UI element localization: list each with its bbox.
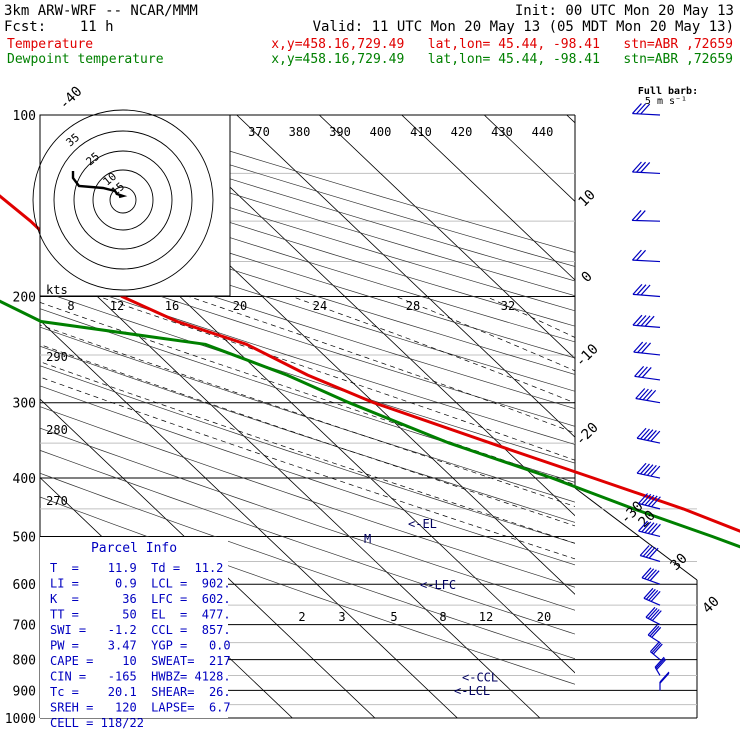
dewpoint-profile <box>0 299 740 549</box>
wind-barb <box>636 427 661 444</box>
parcel-info-row: Tc = 20.1 SHEAR= 26. <box>50 685 231 699</box>
wind-barb <box>631 161 661 175</box>
hodograph-trace <box>71 171 128 199</box>
pressure-tick-label: 500 <box>13 530 36 545</box>
skew-temperature-label: -50 <box>0 84 3 113</box>
mixing-ratio-lower-label: 8 <box>439 610 446 624</box>
mixing-ratio-lower-label: 12 <box>479 610 493 624</box>
wind-barb <box>638 520 661 538</box>
skew-temperature-label: 30 <box>668 551 691 574</box>
skew-temperature-label: 40 <box>700 594 723 617</box>
wind-barb <box>645 606 662 626</box>
sounding-annotation: M <box>364 532 371 546</box>
theta-label: 390 <box>329 125 351 139</box>
wind-barb-key-line2: 5 m s⁻¹ <box>645 96 687 107</box>
dewpoint-legend-info: x,y=458.16,729.49 lat,lon= 45.44, -98.41… <box>271 52 733 67</box>
wind-barb <box>636 462 661 479</box>
mixing-ratio-label: 12 <box>110 299 124 313</box>
parcel-info-row: CIN = -165 HWBZ= 4128. <box>50 670 231 684</box>
skew-temperature-label: -10 <box>573 341 602 370</box>
wind-barb <box>641 567 661 585</box>
skew-temperature-label: -20 <box>573 420 602 449</box>
skew-temperature-label: 0 <box>579 269 596 286</box>
parcel-info-row: SREH = 120 LAPSE= 6.7 <box>50 701 231 715</box>
init-time: Init: 00 UTC Mon 20 May 13 <box>515 3 734 19</box>
sounding-annotation: <-EL <box>408 517 437 531</box>
temperature-legend-label: Temperature <box>7 37 93 52</box>
theta-label: 400 <box>370 125 392 139</box>
parcel-info-title: Parcel Info <box>91 541 177 556</box>
wind-barb <box>647 624 662 644</box>
parcel-info-row: SWI = -1.2 CCL = 857. <box>50 623 231 637</box>
pressure-tick-label: 600 <box>13 578 36 593</box>
theta-label: 440 <box>532 125 554 139</box>
pressure-tick-label: 700 <box>13 619 36 634</box>
wind-barb <box>631 103 661 116</box>
isopleths <box>40 115 575 718</box>
mixing-ratio-lower-label: 20 <box>537 610 551 624</box>
wind-barb <box>635 388 661 404</box>
pressure-tick-label: 200 <box>13 291 36 306</box>
mixing-ratio-lower-label: 5 <box>390 610 397 624</box>
mixing-ratio-label: 24 <box>313 299 327 313</box>
valid-time: Valid: 11 UTC Mon 20 May 13 (05 MDT Mon … <box>313 19 734 35</box>
mixing-ratio-label: 8 <box>67 299 74 313</box>
wind-barb <box>631 249 661 263</box>
mixing-ratio-lower-label: 2 <box>298 610 305 624</box>
wind-barb <box>659 671 670 691</box>
theta-left-label: 270 <box>46 494 68 508</box>
pressure-tick-label: 400 <box>13 472 36 487</box>
wind-barb <box>631 210 661 222</box>
sounding-annotation: <-LFC <box>420 578 456 592</box>
skew-temperature-label: -40 <box>56 84 85 113</box>
theta-label: 420 <box>451 125 473 139</box>
wind-barb <box>638 493 661 510</box>
wind-barb-key-line1: Full barb: <box>638 86 698 97</box>
temperature-legend-info: x,y=458.16,729.49 lat,lon= 45.44, -98.41… <box>271 37 733 52</box>
mixing-ratio-label: 20 <box>233 299 247 313</box>
wind-barb <box>649 641 663 661</box>
wind-barb <box>634 365 661 381</box>
pressure-tick-label: 1000 <box>5 712 36 727</box>
parcel-info-row: K = 36 LFC = 602. <box>50 592 231 606</box>
hodograph-unit-label: kts <box>46 283 68 297</box>
parcel-info-row: PW = 3.47 YGP = 0.0 <box>50 639 231 653</box>
wind-barb <box>633 341 661 356</box>
sounding-annotation: <-CCL <box>462 671 498 685</box>
skew-temperature-label: 10 <box>576 187 599 210</box>
mixing-ratio-lower-label: 3 <box>338 610 345 624</box>
theta-label: 410 <box>410 125 432 139</box>
pressure-tick-label: 300 <box>13 397 36 412</box>
mixing-ratio-label: 28 <box>406 299 420 313</box>
theta-label: 380 <box>289 125 311 139</box>
wind-barb <box>654 656 667 676</box>
parcel-info-row: LI = 0.9 LCL = 902. <box>50 577 231 591</box>
parcel-info-row: CAPE = 10 SWEAT= 217 <box>50 654 231 668</box>
mixing-ratio-label: 32 <box>501 299 515 313</box>
theta-left-label: 290 <box>46 350 68 364</box>
wind-barbs <box>631 103 670 691</box>
pressure-tick-label: 800 <box>13 654 36 669</box>
wind-barb <box>632 283 661 298</box>
wind-barb <box>639 545 661 563</box>
sounding-annotation: <-LCL <box>454 684 490 698</box>
dewpoint-legend-label: Dewpoint temperature <box>7 52 164 67</box>
theta-label: 370 <box>248 125 270 139</box>
wind-barb <box>632 314 661 328</box>
theta-label: 430 <box>491 125 513 139</box>
pressure-tick-label: 900 <box>13 684 36 699</box>
mixing-ratio-label: 16 <box>165 299 179 313</box>
parcel-info-panel: Parcel Info T = 11.9 Td = 11.2 LI = 0.9 L… <box>40 537 231 730</box>
wind-barb <box>643 587 661 606</box>
parcel-info-row: T = 11.9 Td = 11.2 <box>50 561 223 575</box>
pressure-tick-label: 100 <box>13 109 36 124</box>
parcel-info-row: CELL = 118/22 <box>50 716 144 730</box>
parcel-info-row: TT = 50 EL = 477. <box>50 608 231 622</box>
theta-left-label: 280 <box>46 423 68 437</box>
model-title: 3km ARW-WRF -- NCAR/MMM <box>4 3 198 19</box>
forecast-hour: Fcst: 11 h <box>4 19 114 35</box>
